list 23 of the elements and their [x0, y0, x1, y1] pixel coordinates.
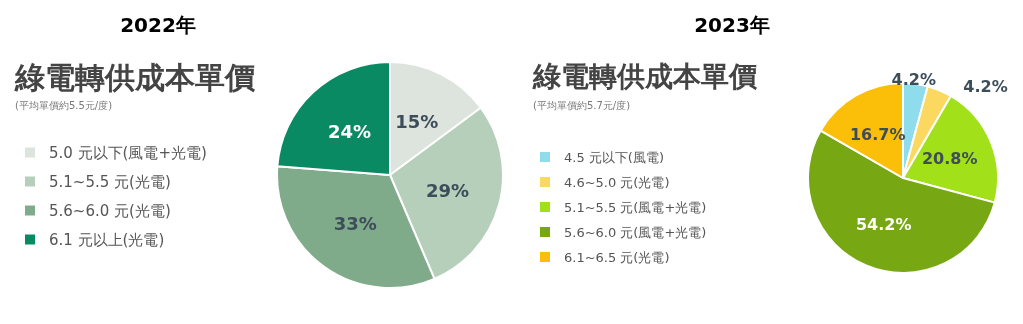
chart-subtitle: 綠電轉供成本單價 — [14, 59, 256, 95]
chart-subtitle: 綠電轉供成本單價 — [532, 59, 758, 93]
legend-label: 5.6~6.0 元(風電+光電) — [564, 224, 707, 240]
data-label: 54.2% — [855, 215, 912, 235]
data-label: 29% — [425, 180, 469, 202]
legend-label: 4.6~5.0 元(光電) — [564, 174, 670, 190]
chart-title: 2022年 — [120, 13, 196, 37]
text: (平均單價約5.7元/度) — [533, 99, 631, 111]
data-label: 24% — [328, 120, 372, 142]
chart-title: 2023年 — [694, 13, 770, 37]
legend-label: 5.6~6.0 元(光電) — [49, 201, 171, 220]
data-label: 4.2% — [963, 77, 1008, 97]
data-label: 15% — [395, 111, 439, 133]
data-label: 33% — [333, 212, 377, 234]
text: (平均單價約5.5元/度) — [15, 99, 113, 111]
data-label: 4.2% — [891, 70, 936, 90]
data-label: 20.8% — [921, 149, 978, 169]
legend-label: 5.1~5.5 元(光電) — [49, 172, 171, 191]
legend-label: 5.0 元以下(風電+光電) — [49, 143, 207, 162]
legend-label: 5.1~5.5 元(風電+光電) — [564, 199, 707, 215]
legend-label: 6.1 元以上(光電) — [49, 230, 165, 249]
legend-label: 4.5 元以下(風電) — [564, 149, 664, 165]
legend-label: 6.1~6.5 元(光電) — [564, 249, 670, 265]
